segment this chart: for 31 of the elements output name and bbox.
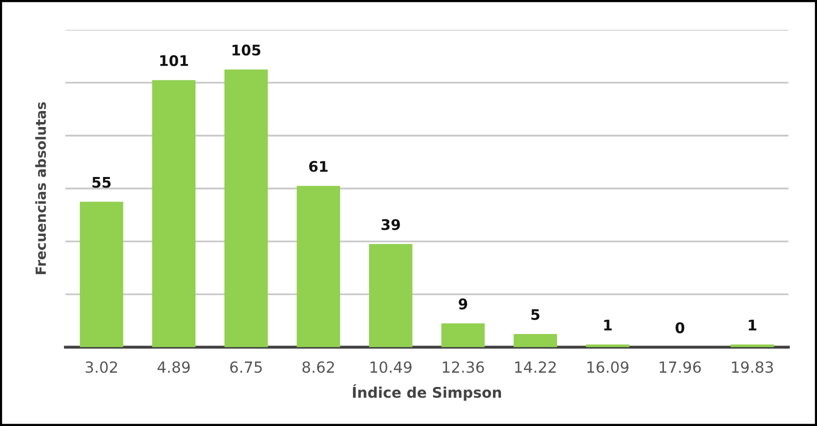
- x-tick-label: 6.75: [230, 361, 262, 373]
- bar: [369, 244, 412, 348]
- bar: [730, 344, 774, 348]
- y-axis-title: Frecuencias absolutas: [35, 102, 46, 274]
- data-label: 0: [676, 322, 684, 334]
- bar: [296, 186, 340, 348]
- x-axis-title: Índice de Simpson: [352, 384, 501, 401]
- data-label: 101: [160, 55, 188, 66]
- x-tick-label: 19.83: [732, 361, 773, 373]
- x-tick-label: 16.09: [587, 361, 628, 373]
- bar: [514, 334, 558, 348]
- bar: [441, 323, 485, 348]
- data-label: 61: [309, 160, 328, 172]
- data-label: 39: [382, 219, 400, 230]
- data-label: 1: [748, 320, 756, 330]
- bar: [80, 202, 124, 348]
- bar: [152, 80, 196, 348]
- x-tick-label: 8.62: [302, 361, 334, 373]
- data-label: 1: [604, 320, 612, 330]
- bar: [586, 344, 630, 348]
- x-tick-label: 17.96: [660, 361, 701, 373]
- x-tick-label: 3.02: [86, 361, 117, 373]
- bar: [224, 69, 268, 348]
- x-tick-label: 14.22: [515, 361, 556, 373]
- x-tick-label: 10.49: [370, 361, 412, 373]
- data-label: 105: [232, 44, 260, 56]
- data-label: 5: [531, 309, 540, 320]
- data-label: 9: [458, 298, 468, 310]
- data-label: 55: [92, 176, 111, 188]
- x-tick-label: 12.36: [442, 361, 484, 373]
- x-tick-label: 4.89: [158, 361, 190, 373]
